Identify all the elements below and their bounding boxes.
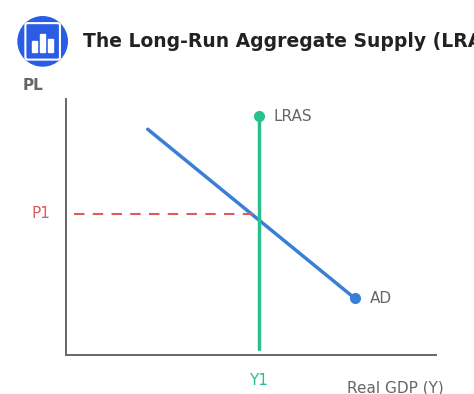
Text: The Long-Run Aggregate Supply (LRAS): The Long-Run Aggregate Supply (LRAS) bbox=[83, 32, 474, 51]
Text: AD: AD bbox=[370, 291, 392, 306]
Text: P1: P1 bbox=[31, 206, 50, 221]
Text: Real GDP (Y): Real GDP (Y) bbox=[346, 380, 444, 394]
Text: Y1: Y1 bbox=[249, 373, 268, 388]
Bar bbox=[32, 41, 37, 52]
Bar bbox=[47, 39, 53, 52]
Text: LRAS: LRAS bbox=[273, 109, 312, 124]
Ellipse shape bbox=[18, 17, 67, 66]
Bar bbox=[40, 34, 45, 52]
Text: PL: PL bbox=[23, 78, 44, 93]
